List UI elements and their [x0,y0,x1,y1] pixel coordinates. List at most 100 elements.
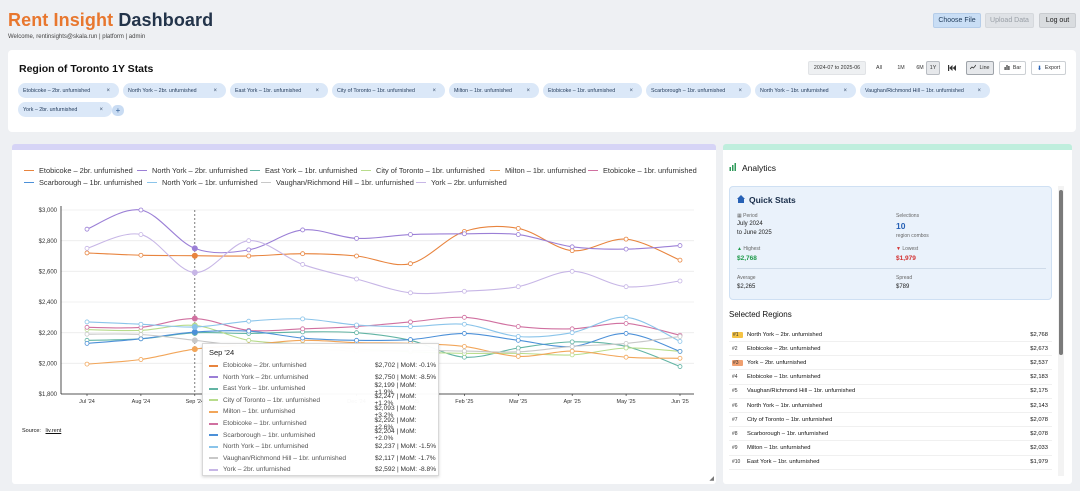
data-point[interactable] [461,344,467,349]
region-chip[interactable]: East York – 1br. unfurnished × [230,83,328,98]
region-chip[interactable]: City of Toronto – 1br. unfurnished × [332,83,445,98]
data-point[interactable] [623,246,629,252]
data-point[interactable] [246,318,252,324]
data-point[interactable] [246,328,252,334]
data-point[interactable] [84,226,90,232]
list-item[interactable]: #4 Etobicoke – 1br. unfurnished $2,183 [729,371,1052,385]
data-point[interactable] [84,340,90,346]
legend-item[interactable]: North York – 1br. unfurnished [147,178,258,187]
region-chip[interactable]: Etobicoke – 1br. unfurnished × [543,83,642,98]
data-point[interactable] [569,326,575,332]
list-item[interactable]: #6 North York – 1br. unfurnished $2,143 [729,399,1052,413]
data-point[interactable] [138,232,144,237]
data-point[interactable] [246,238,252,244]
data-point[interactable] [354,253,359,259]
data-point[interactable] [300,262,306,267]
region-chip[interactable]: York – 2br. unfurnished × [18,102,112,117]
close-icon[interactable]: × [526,87,530,94]
data-point[interactable] [300,251,306,257]
close-icon[interactable]: × [629,87,633,94]
close-icon[interactable]: × [977,87,981,94]
data-point[interactable] [191,252,198,259]
period-1m-button[interactable]: 1M [894,61,908,75]
data-point[interactable] [623,340,629,346]
legend-item[interactable]: York – 2br. unfurnished [416,178,507,187]
period-all-button[interactable]: All [872,61,886,75]
data-point[interactable] [677,355,683,361]
close-icon[interactable]: × [99,106,103,113]
data-point[interactable] [191,269,198,276]
period-6m-button[interactable]: 6M [913,61,927,75]
data-point[interactable] [84,324,90,330]
data-point[interactable] [677,334,683,339]
line-view-button[interactable]: Line [966,61,994,75]
region-chip[interactable]: Vaughan/Richmond Hill – 1br. unfurnished… [860,83,990,98]
data-point[interactable] [515,345,521,351]
series-line[interactable] [86,331,681,368]
data-point[interactable] [677,339,683,344]
choose-file-button[interactable]: Choose File [933,13,981,28]
data-point[interactable] [191,346,198,353]
skip-back-icon[interactable] [945,61,959,75]
region-chip[interactable]: North York – 2br. unfurnished × [123,83,226,98]
data-point[interactable] [515,284,521,290]
data-point[interactable] [246,337,252,343]
data-point[interactable] [677,278,683,284]
data-point[interactable] [354,322,359,328]
data-point[interactable] [300,316,306,322]
close-icon[interactable]: × [213,87,217,94]
close-icon[interactable]: × [738,87,742,94]
data-point[interactable] [84,331,90,337]
close-icon[interactable]: × [106,87,110,94]
data-point[interactable] [623,354,629,360]
data-point[interactable] [515,334,521,339]
data-point[interactable] [191,323,198,330]
series-line[interactable] [86,316,681,336]
list-item[interactable]: #10 East York – 1br. unfurnished $1,979 [729,456,1052,470]
data-point[interactable] [408,337,413,342]
data-point[interactable] [569,344,575,349]
data-point[interactable] [569,330,575,336]
data-point[interactable] [623,236,629,242]
data-point[interactable] [515,232,521,237]
data-point[interactable] [191,315,198,322]
data-point[interactable] [461,354,467,360]
resize-handle-icon[interactable]: ◢ [709,476,714,482]
series-line[interactable] [86,233,681,295]
bar-view-button[interactable]: Bar [999,61,1026,75]
data-point[interactable] [515,349,521,355]
data-point[interactable] [138,357,144,362]
data-point[interactable] [300,335,306,341]
data-point[interactable] [623,345,629,351]
data-point[interactable] [569,268,575,274]
list-item[interactable]: #5 Vaughan/Richmond Hill – 1br. unfurnish… [729,385,1052,399]
data-point[interactable] [461,331,467,336]
legend-item[interactable]: Etobicoke – 1br. unfurnished [588,166,697,175]
data-point[interactable] [461,288,467,294]
close-icon[interactable]: × [432,87,436,94]
data-point[interactable] [191,329,198,336]
data-point[interactable] [461,314,467,320]
add-region-button[interactable]: + [112,105,124,116]
data-point[interactable] [623,321,629,326]
list-item[interactable]: #2 Etobicoke – 2br. unfurnished $2,673 [729,342,1052,357]
legend-item[interactable]: Scarborough – 1br. unfurnished [24,178,143,187]
series-line[interactable] [86,225,681,266]
close-icon[interactable]: × [315,87,319,94]
legend-item[interactable]: City of Toronto – 1br. unfurnished [361,166,485,175]
series-line[interactable] [86,339,681,365]
data-point[interactable] [569,339,575,345]
list-item[interactable]: #3 York – 2br. unfurnished $2,537 [729,356,1052,371]
date-range[interactable]: 2024-07 to 2025-06 [808,61,866,75]
region-chip[interactable]: Scarborough – 1br. unfurnished × [646,83,751,98]
data-point[interactable] [138,321,144,327]
data-point[interactable] [138,332,144,337]
data-point[interactable] [623,314,629,320]
data-point[interactable] [408,290,413,296]
data-point[interactable] [677,257,683,263]
data-point[interactable] [408,324,413,329]
data-point[interactable] [354,337,359,343]
data-point[interactable] [354,330,359,336]
list-item[interactable]: #9 Milton – 1br. unfurnished $2,033 [729,442,1052,456]
data-point[interactable] [84,319,90,325]
